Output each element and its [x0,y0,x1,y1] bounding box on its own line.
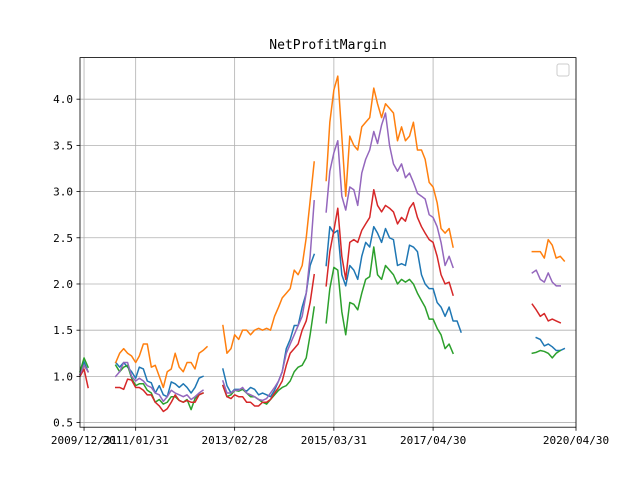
y-tick-label: 3.0 [53,186,73,199]
y-tick-label: 2.0 [53,278,73,291]
x-tick-label: 2013/02/28 [202,434,268,447]
x-tick-label: 2015/03/31 [301,434,367,447]
y-tick-label: 2.5 [53,232,73,245]
chart-title: NetProfitMargin [269,38,386,53]
series-line-5 [79,112,561,403]
x-tick-label: 2009/12/31 [51,434,117,447]
y-tick-label: 3.5 [53,139,73,152]
plot-frame [79,57,577,428]
x-tick-label: 2017/04/30 [400,434,466,447]
x-tick-label: 2011/01/31 [103,434,169,447]
series-layer [78,75,566,413]
y-tick-label: 1.5 [53,324,73,337]
x-tick-label: 2020/04/30 [543,434,609,447]
series-line-4 [78,188,562,413]
series-line-3 [79,246,562,411]
y-tick-label: 0.5 [53,417,73,430]
y-tick-label: 4.0 [53,93,73,106]
y-tick-label: 1.0 [53,370,73,383]
legend-box [556,63,570,77]
